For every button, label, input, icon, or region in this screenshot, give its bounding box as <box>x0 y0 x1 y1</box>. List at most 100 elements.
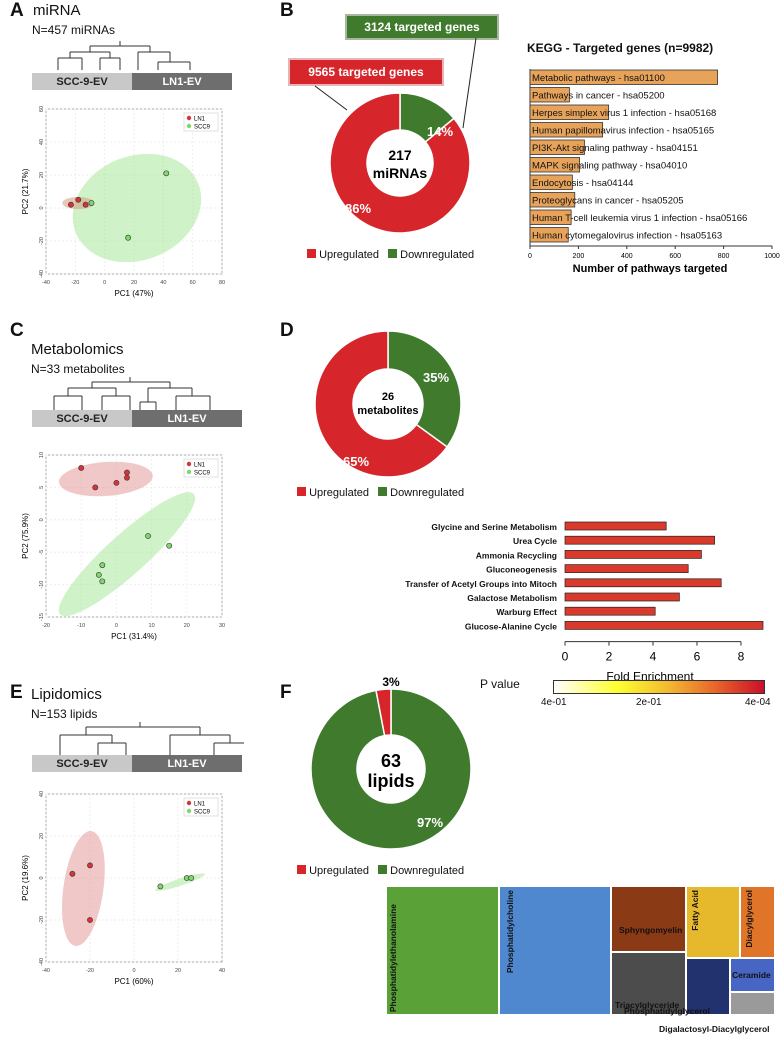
pca-y-label: PC2 (21.7%) <box>21 168 30 214</box>
pca-legend-label: LN1 <box>194 802 206 808</box>
panel-c-subtitle: N=33 metabolites <box>31 362 125 376</box>
treemap-label: Triacylglyceride <box>615 1000 680 1010</box>
panel-a-title: miRNA <box>33 2 81 19</box>
donut-slice-upregulated <box>375 688 392 737</box>
pca-point-ln1 <box>68 201 74 208</box>
treemap-phosphatidylethanolamine: Phosphatidylethanolamine <box>386 886 499 1015</box>
kegg-bar <box>529 122 603 138</box>
legend-down-swatch <box>388 249 398 258</box>
panel-e-subtitle: N=153 lipids <box>31 707 98 721</box>
enrichment-bar-chart: Glycine and Serine Metabolism Urea Cycle A… <box>405 521 764 684</box>
kegg-bar-label: PI3K-Akt signaling pathway - hsa04151 <box>532 143 698 154</box>
kegg-bar-label: Herpes simplex virus 1 infection - hsa05… <box>532 108 716 119</box>
enrichment-bar-label: Transfer of Acetyl Groups into Mitoch <box>405 579 557 589</box>
pca-point-ln1 <box>92 484 99 491</box>
pca-legend-label: LN1 <box>194 463 206 469</box>
pca-y-tick-label: 0 <box>39 876 45 879</box>
kegg-bar-label: Endocytosis - hsa04144 <box>532 178 633 189</box>
pca-y-tick-label: -40 <box>39 958 45 966</box>
pca-point-ln1 <box>75 196 82 203</box>
enrichment-bar <box>564 621 764 630</box>
pca-legend-marker <box>186 469 192 475</box>
kegg-bar <box>529 227 569 243</box>
legend-d: Upregulated Downregulated <box>297 487 464 499</box>
kegg-bar <box>529 174 573 190</box>
pca-ellipse-scc9 <box>72 153 202 263</box>
treemap-leader-lines <box>386 886 781 986</box>
pca-point-ln1 <box>78 465 85 471</box>
enrichment-bar-label: Gluconeogenesis <box>486 565 557 575</box>
enrichment-tick-label: 6 <box>694 650 701 664</box>
kegg-bar-label: Pathways in cancer - hsa05200 <box>532 91 665 102</box>
enrichment-tick-label: 2 <box>606 650 613 664</box>
treemap-phosphatidylglycerol <box>686 958 730 1015</box>
kegg-bar-label: Proteoglycans in cancer - hsa05205 <box>532 196 684 207</box>
pca-point-ln1 <box>124 469 130 476</box>
kegg-tick-label: 1000 <box>764 253 780 260</box>
enrichment-bar <box>564 521 667 531</box>
treemap-fatty-acid: Fatty Acid <box>686 886 740 958</box>
pca-y-tick-label: 20 <box>39 833 45 839</box>
kegg-x-label: Number of pathways targeted <box>573 263 728 275</box>
legend-up-swatch <box>297 487 306 496</box>
donut-center-label: metabolites <box>357 405 418 417</box>
enrichment-bar-label: Galactose Metabolism <box>467 593 557 603</box>
pvalue-label: P value <box>480 677 520 691</box>
pca-point-ln1 <box>87 917 93 923</box>
enrichment-bar-label: Glycine and Serine Metabolism <box>431 522 557 532</box>
panel-label-c: C <box>10 320 24 341</box>
pca-point-ln1 <box>113 479 120 486</box>
pca-point-scc9 <box>95 571 102 578</box>
donut-slice-downregulated <box>310 688 472 850</box>
donut-center-count: 63 <box>381 751 401 771</box>
pca-point-ln1 <box>124 474 130 481</box>
donut-pct-up: 86% <box>345 201 371 216</box>
panel-label-e: E <box>10 682 23 703</box>
kegg-tick-label: 0 <box>528 253 532 260</box>
pca-x-tick-label: -40 <box>42 968 50 974</box>
kegg-bar <box>529 139 585 155</box>
enrichment-bar <box>564 550 702 559</box>
group-ln1-ev-c: LN1-EV <box>132 410 242 427</box>
pca-y-tick-label: 20 <box>39 172 45 178</box>
pca-point-scc9 <box>188 875 195 881</box>
pca-point-scc9 <box>166 542 173 549</box>
donut-chart-metabolites: 26 metabolites 65% 35% <box>314 330 462 478</box>
pca-legend-marker <box>186 461 192 467</box>
pca-x-label: PC1 (31.4%) <box>111 632 157 641</box>
panel-c-title: Metabolomics <box>31 341 124 358</box>
enrichment-bar <box>564 564 689 573</box>
donut-slice-upregulated <box>314 330 449 478</box>
pca-y-label: PC2 (19.6%) <box>21 855 30 901</box>
treemap-diacylglycerol: Diacylglycerol <box>740 886 775 958</box>
pca-point-scc9 <box>157 883 164 890</box>
legend-up-label: Upregulated <box>319 249 379 261</box>
legend-up-swatch <box>297 865 306 874</box>
donut-pct-up: 65% <box>343 454 369 469</box>
pca-y-tick-label: -10 <box>39 581 45 589</box>
panel-a-dendrogram <box>57 41 191 70</box>
pca-legend-marker <box>186 123 192 129</box>
kegg-bar <box>529 69 718 85</box>
legend-down-swatch <box>378 487 388 496</box>
pca-legend-box <box>183 458 219 478</box>
legend-f: Upregulated Downregulated <box>297 865 464 877</box>
pca-y-tick-label: 40 <box>39 791 45 797</box>
enrichment-bar <box>564 606 656 616</box>
kegg-bar-label: Human cytomegalovirus infection - hsa051… <box>532 231 722 242</box>
pca-y-label: PC2 (75.9%) <box>21 513 30 559</box>
pca-point-ln1 <box>82 201 89 208</box>
pca-point-scc9 <box>163 170 170 177</box>
lipid-treemap: Phosphatidylethanolamine Phosphatidylcho… <box>386 886 775 1015</box>
donut-pct-down: 35% <box>423 370 449 385</box>
pvalue-colorbar <box>553 680 765 694</box>
pca-x-tick-label: -20 <box>86 968 94 974</box>
pca-ellipse-ln1 <box>62 830 105 947</box>
legend-down-label: Downregulated <box>400 249 475 261</box>
pca-point-ln1 <box>69 870 76 877</box>
treemap-callout-phosphatidylglycerol: Phosphatidylglycerol <box>624 1006 710 1016</box>
enrichment-bar <box>564 535 715 545</box>
pca-x-tick-label: 20 <box>184 623 190 629</box>
pca-x-tick-label: 60 <box>190 280 196 286</box>
pca-legend-box <box>183 112 219 132</box>
